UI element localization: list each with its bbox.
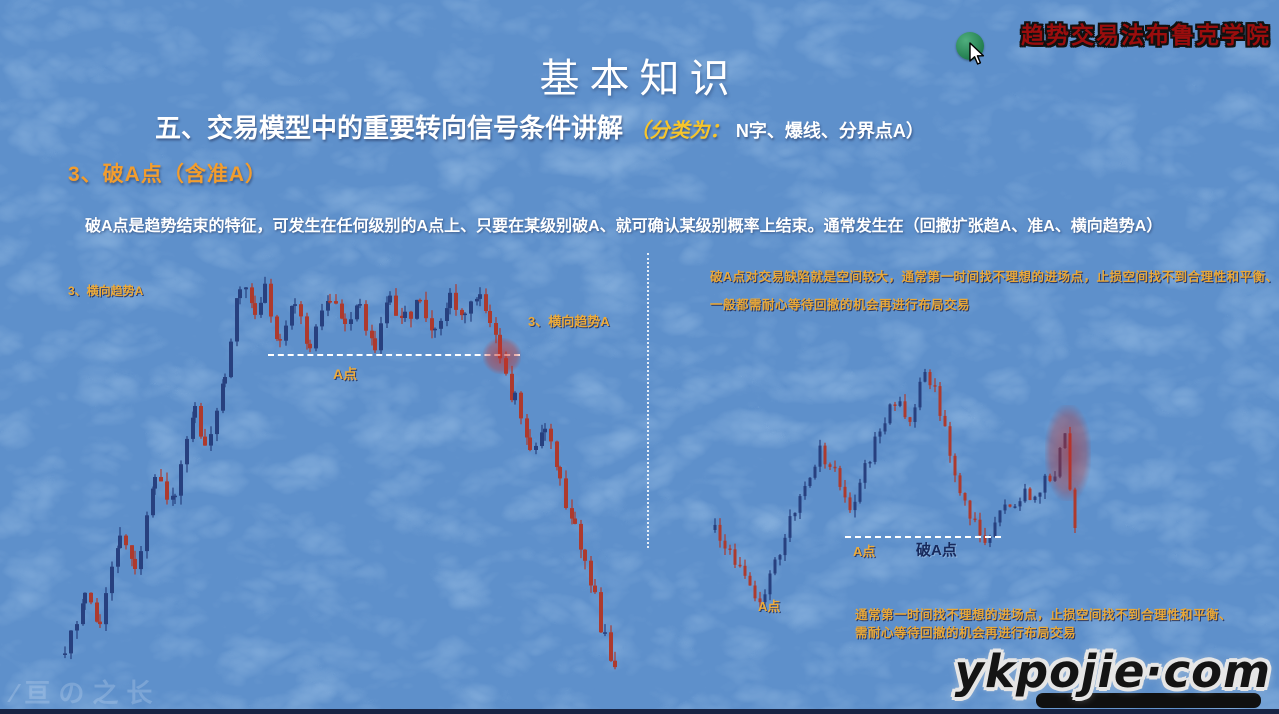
site-watermark: ykpojie·com [954,645,1271,698]
slide-title: 基本知识 [539,56,740,102]
slide-subtitle: 五、交易模型中的重要转向信号条件讲解 （分类为： N字、爆线、分界点A） [155,108,924,145]
right-chart-note-bottom-line2: 需耐心等待回撤的机会再进行布局交易 [855,626,1077,640]
hidden-watermark-bar [1036,693,1261,708]
label-a-point-right-chart: A点 [853,544,876,559]
right-chart-note-bottom-line1: 通常第一时间找不理想的进场点，止损空间找不到合理性和平衡、 [855,608,1233,622]
label-a-point-right-chart-low: A点 [758,599,781,614]
label-a-point-left-chart: A点 [333,366,358,382]
right-chart-note-top-line1: 破A点对交易缺陷就是空间较大，通常第一时间找不理想的进场点，止损空间找不到合理性… [710,270,1279,284]
bottom-edge-strip [0,709,1279,714]
label-horizontal-trend-right: 3、横向趋势A [528,314,610,329]
subtitle-tail: N字、爆线、分界点A） [735,121,924,141]
subtitle-main: 五、交易模型中的重要转向信号条件讲解 [155,113,624,143]
label-break-a-point: 破A点 [916,542,957,559]
right-chart-note-top-line2: 一般都需耐心等待回撤的机会再进行布局交易 [710,298,971,312]
vertical-dotted-divider [647,253,649,548]
body-text: 破A点是趋势结束的特征，可发生在任何级别的A点上、只要在某级别破A、就可确认某级… [85,218,1163,235]
label-horizontal-trend-left: 3、横向趋势A [68,284,144,298]
section-heading: 3、破A点（含准A） [68,163,268,186]
a-point-dashed-line-left [268,354,520,356]
mouse-cursor-icon [969,42,985,65]
a-point-dashed-line-right [845,536,1001,538]
subtitle-highlight: （分类为： [629,120,730,142]
faint-corner-watermark: ⁄亘の之长 [12,678,161,708]
channel-watermark: 趋势交易法布鲁克学院 [1021,22,1271,48]
